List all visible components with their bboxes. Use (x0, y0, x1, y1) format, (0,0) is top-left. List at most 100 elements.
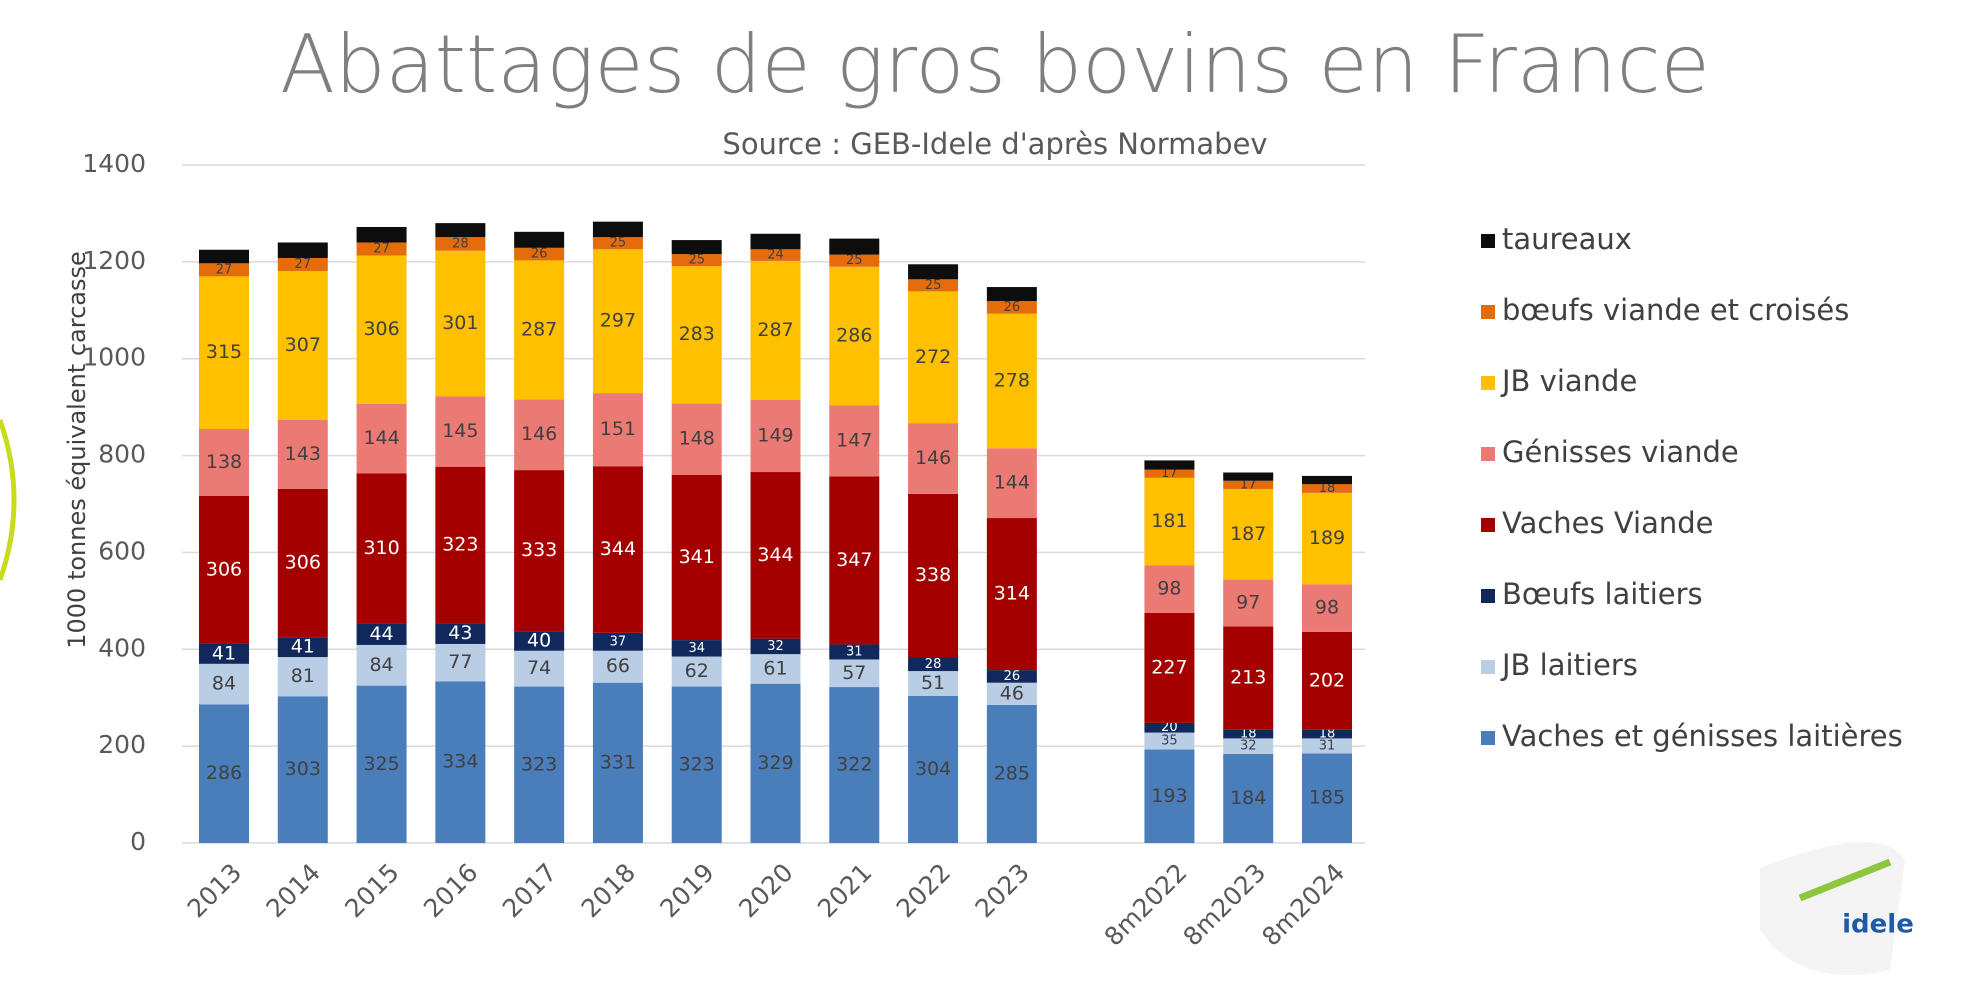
bar-segment (829, 266, 880, 406)
data-label: 310 (363, 537, 399, 559)
bar-segment (592, 393, 643, 467)
bar-segment (750, 654, 801, 684)
data-label: 28 (925, 657, 942, 672)
legend-label: JB viande (1500, 364, 1637, 398)
bar-segment (435, 396, 486, 467)
data-label: 147 (836, 429, 872, 451)
bar-segment (435, 223, 486, 238)
bar-segment (592, 650, 643, 683)
data-label: 138 (206, 451, 242, 473)
y-tick-label: 600 (98, 536, 146, 565)
data-label: 62 (685, 660, 709, 682)
bar-segment (592, 237, 643, 250)
data-label: 146 (915, 447, 951, 469)
legend-label: taureaux (1502, 222, 1632, 256)
data-label: 306 (206, 558, 242, 580)
data-label: 31 (1319, 738, 1336, 753)
bar-segment (671, 656, 722, 687)
bar-segment (986, 682, 1037, 705)
data-label: 202 (1309, 669, 1345, 691)
legend-swatch (1481, 660, 1495, 674)
bar-segment (277, 637, 328, 658)
chart-title: Abattages de gros bovins en France (280, 18, 1710, 111)
data-label: 287 (521, 318, 557, 340)
bar-segment (277, 271, 328, 420)
bar-segment (277, 696, 328, 843)
data-label: 301 (442, 312, 478, 334)
x-tick-label: 2021 (812, 858, 877, 923)
data-label: 329 (757, 752, 793, 774)
bar-segment (750, 683, 801, 843)
data-label: 323 (679, 753, 715, 775)
bar-segment (829, 687, 880, 843)
bar-segment (829, 405, 880, 477)
data-label: 44 (369, 623, 393, 645)
x-tick-label: 8m2024 (1256, 858, 1350, 952)
data-label: 26 (531, 247, 548, 262)
data-label: 185 (1309, 787, 1345, 809)
y-axis-label: 1000 tonnes équivalent carcasse (63, 251, 91, 649)
bar-segment (277, 257, 328, 272)
bar-segment (986, 704, 1037, 843)
bar-segment (1302, 729, 1352, 739)
bar-segment (1223, 472, 1274, 481)
bar-segment (750, 249, 801, 261)
data-label: 315 (206, 341, 242, 363)
data-label: 17 (1161, 466, 1178, 481)
data-label: 46 (1000, 682, 1024, 704)
data-label: 287 (757, 319, 793, 341)
data-label: 283 (679, 323, 715, 345)
x-tick-label: 8m2023 (1177, 858, 1271, 952)
bar-segment (277, 242, 328, 258)
data-label: 31 (846, 644, 863, 659)
bar-segment (592, 632, 643, 651)
bar-segment (199, 276, 249, 429)
data-label: 344 (757, 544, 793, 566)
data-label: 333 (521, 539, 557, 561)
bar-segment (1144, 469, 1195, 478)
bar-segment (1223, 753, 1274, 843)
data-label: 306 (363, 318, 399, 340)
bar-segment (514, 650, 565, 687)
decor-arc (0, 419, 17, 581)
data-label: 323 (442, 533, 478, 555)
bar-segment (829, 238, 880, 255)
bar-segment (1223, 579, 1274, 627)
data-label: 347 (836, 549, 872, 571)
bar-segment (435, 623, 486, 644)
bar-segment (908, 423, 959, 494)
data-label: 285 (994, 762, 1030, 784)
bar-segment (750, 233, 801, 250)
bar-segment (1302, 475, 1352, 485)
bar-segment (435, 466, 486, 624)
data-label: 61 (763, 657, 787, 679)
bar-segment (908, 695, 959, 843)
bar-segment (829, 254, 880, 267)
bar-segment (199, 495, 249, 644)
data-label: 17 (1240, 477, 1257, 492)
x-tick-label: 2015 (339, 858, 404, 923)
data-label: 26 (1004, 300, 1021, 315)
data-label: 66 (606, 655, 630, 677)
data-label: 286 (836, 324, 872, 346)
bar-segment (908, 264, 959, 280)
data-label: 148 (679, 428, 715, 450)
y-tick-label: 400 (98, 633, 146, 662)
data-label: 143 (285, 443, 321, 465)
data-label: 37 (610, 634, 627, 649)
bar-segment (1223, 480, 1274, 489)
data-label: 51 (921, 672, 945, 694)
data-label: 98 (1157, 578, 1181, 600)
bar-segment (750, 638, 801, 655)
bar-segment (1302, 631, 1352, 730)
bar-segment (435, 643, 486, 682)
bar-segment (671, 640, 722, 657)
bar-segment (986, 301, 1037, 314)
data-label: 27 (216, 262, 233, 277)
data-label: 278 (994, 369, 1030, 391)
bar-segment (1223, 626, 1274, 730)
legend-label: Vaches et génisses laitières (1502, 719, 1903, 753)
bar-segment (829, 644, 880, 660)
y-tick-label: 1400 (82, 149, 146, 178)
data-label: 40 (527, 630, 551, 652)
